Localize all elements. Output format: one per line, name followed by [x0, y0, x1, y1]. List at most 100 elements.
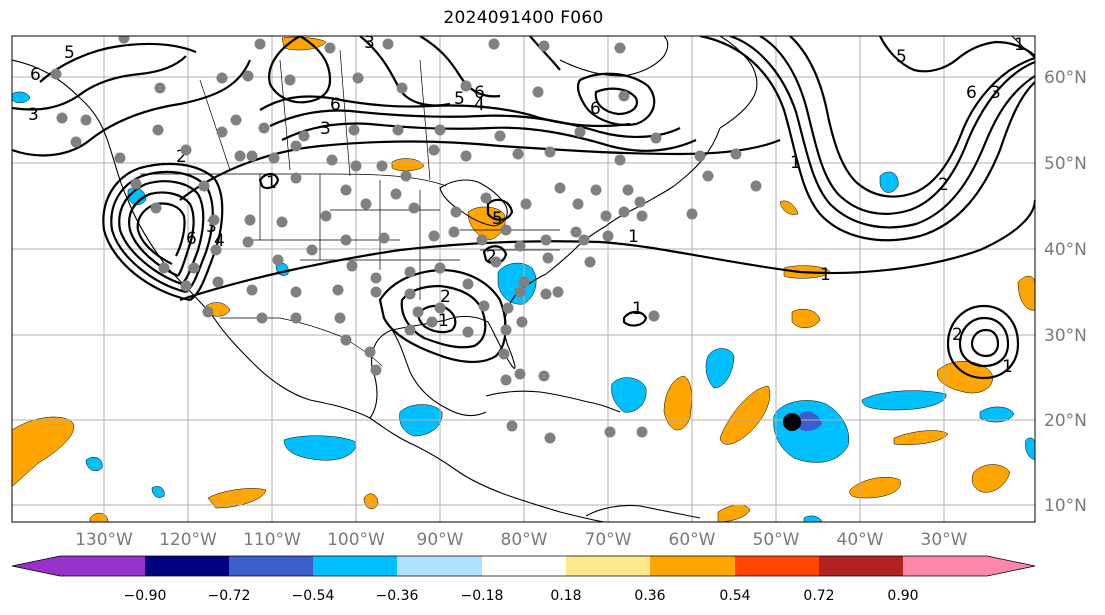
station-markers — [50, 36, 762, 444]
station-marker — [340, 334, 352, 346]
anomaly-positive-area — [1017, 275, 1035, 311]
colorbar-tick-label: 0.72 — [803, 588, 834, 604]
station-marker — [392, 124, 404, 136]
contour-line — [400, 284, 487, 349]
station-marker — [506, 420, 518, 432]
colorbar-bin — [650, 556, 735, 576]
station-marker — [516, 316, 528, 328]
colorbar-tick-label: −0.36 — [376, 588, 419, 604]
station-marker — [434, 124, 446, 136]
gulf-coastline — [391, 329, 487, 417]
station-marker — [284, 74, 296, 86]
station-marker — [544, 146, 556, 158]
contour-line — [258, 172, 280, 190]
station-marker — [290, 172, 302, 184]
station-marker — [208, 214, 220, 226]
station-marker — [462, 278, 474, 290]
contour-line — [419, 36, 501, 98]
lon-tick-label: 100°W — [327, 530, 385, 550]
contour-label: 6 — [966, 83, 977, 103]
station-marker — [400, 170, 412, 182]
anomaly-positive-area — [779, 200, 799, 215]
contour-line — [110, 170, 214, 294]
contour-label: 5 — [64, 43, 75, 63]
station-marker — [730, 148, 742, 160]
station-marker — [234, 150, 246, 162]
station-marker — [476, 234, 488, 246]
station-marker — [554, 182, 566, 194]
station-marker — [460, 80, 472, 92]
station-marker — [56, 112, 68, 124]
station-marker — [634, 196, 646, 208]
anomaly-negative-area — [861, 390, 947, 411]
station-marker — [408, 202, 420, 214]
station-marker — [158, 262, 170, 274]
station-marker — [500, 224, 512, 236]
map-frame — [11, 35, 1036, 523]
contour-label: 1 — [820, 265, 831, 285]
station-marker — [306, 244, 318, 256]
contour-line — [789, 36, 1035, 198]
anomaly-positive-area — [971, 464, 1011, 493]
contour-label: 3 — [990, 83, 1001, 103]
station-marker — [70, 136, 82, 148]
contour-line — [970, 328, 1000, 358]
station-marker — [326, 154, 338, 166]
colorbar-bin — [313, 556, 397, 576]
station-marker — [514, 240, 526, 252]
anomaly-negative-area — [705, 348, 735, 389]
colorbar-bin — [397, 556, 482, 576]
station-marker — [590, 184, 602, 196]
contour-label: 3 — [28, 105, 39, 125]
contour-line — [576, 72, 656, 126]
south-america-coastline — [585, 504, 701, 519]
lon-tick-label: 40°W — [837, 530, 884, 550]
lon-tick-label: 90°W — [417, 530, 464, 550]
station-marker — [154, 82, 166, 94]
contour-label: 5 — [896, 47, 907, 67]
anomaly-negative-area — [979, 406, 1015, 423]
station-marker — [570, 226, 582, 238]
station-marker — [340, 184, 352, 196]
contour-label: 1 — [1014, 35, 1025, 55]
station-marker — [404, 288, 416, 300]
lon-tick-label: 120°W — [159, 530, 217, 550]
contour-label: 1 — [1002, 357, 1013, 377]
anomaly-strong-negative-area — [796, 411, 822, 431]
anomaly-negative-area — [497, 262, 537, 305]
contour-label: 3 — [364, 33, 375, 53]
station-marker — [448, 226, 460, 238]
contour-line — [128, 191, 195, 278]
contour-label: 1 — [266, 173, 277, 193]
lon-tick-label: 30°W — [921, 530, 968, 550]
station-marker — [114, 152, 126, 164]
map-title: 2024091400 F060 — [443, 8, 604, 28]
station-marker — [538, 40, 550, 52]
station-marker — [350, 160, 362, 172]
station-marker — [478, 300, 490, 312]
contour-label: 4 — [474, 95, 485, 115]
contour-label: 6 — [186, 229, 197, 249]
contour-line — [268, 36, 332, 104]
lat-tick-label: 10°N — [1044, 496, 1087, 516]
colorbar: −0.90 −0.72 −0.54 −0.36 −0.18 0.18 0.36 … — [11, 555, 1036, 604]
station-marker — [480, 192, 492, 204]
contour-line — [179, 199, 1035, 302]
longitude-axis: 130°W 120°W 110°W 100°W 90°W 80°W 70°W 6… — [75, 530, 968, 550]
station-marker — [498, 348, 510, 360]
caribbean-islands — [485, 390, 621, 413]
station-marker — [488, 38, 500, 50]
colorbar-bin — [482, 556, 566, 576]
contour-line — [622, 310, 648, 327]
station-marker — [382, 38, 394, 50]
anomaly-negative-area — [85, 457, 103, 471]
anomaly-positive-area — [791, 309, 821, 328]
contour-label: 4 — [214, 231, 225, 251]
colorbar-tick-label: 0.90 — [887, 588, 918, 604]
station-marker — [434, 262, 446, 274]
station-marker — [618, 206, 630, 218]
station-marker — [600, 210, 612, 222]
station-marker — [212, 276, 224, 288]
station-marker — [246, 284, 258, 296]
